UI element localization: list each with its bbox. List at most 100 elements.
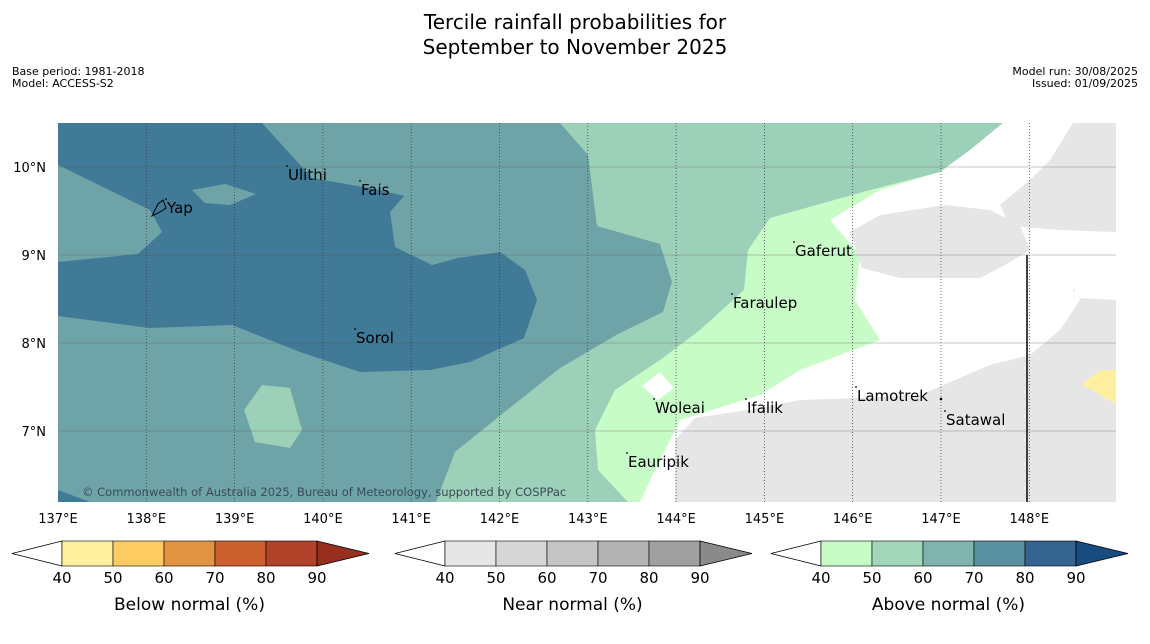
colorbar-max-extend <box>1075 540 1129 567</box>
field-clear-woleai <box>642 372 674 400</box>
y-tick-label: 9°N <box>22 249 47 264</box>
colorbar: 40 50 60 70 80 90 Near normal (%) <box>394 540 753 615</box>
title-line-2: September to November 2025 <box>422 35 728 59</box>
colorbar-segment <box>1024 540 1077 567</box>
place-label: Fais <box>361 181 390 199</box>
place-label: Eauripik <box>628 453 689 471</box>
x-tick-label: 141°E <box>391 512 431 527</box>
colorbar-segment <box>444 540 497 567</box>
yap-island-outline <box>150 199 167 218</box>
place-label: Gaferut <box>795 242 852 260</box>
colorbar-tick: 50 <box>862 569 881 587</box>
place-label: Woleai <box>655 399 705 417</box>
colorbar-title: Near normal (%) <box>502 595 642 615</box>
x-tick-label: 144°E <box>656 512 696 527</box>
island-dot <box>855 386 857 388</box>
meta-right: Model run: 30/08/2025 Issued: 01/09/2025 <box>1012 66 1138 90</box>
island-dot <box>745 398 747 400</box>
colorbar-tick: 40 <box>435 569 454 587</box>
colorbar-tick: 70 <box>964 569 983 587</box>
colorbar-max-extend <box>699 540 753 567</box>
colorbar-segment <box>597 540 650 567</box>
field-60-70-south <box>244 385 302 448</box>
colorbar: 40 50 60 70 80 90 Above normal (%) <box>770 540 1129 615</box>
place-label: Ifalik <box>747 399 783 417</box>
colorbar-tick: 80 <box>639 569 658 587</box>
field-80-90 <box>58 123 537 372</box>
probability-field <box>58 123 1116 502</box>
model-run: Model run: 30/08/2025 <box>1012 65 1138 78</box>
island-dot <box>731 293 733 295</box>
colorbar-segment <box>871 540 924 567</box>
field-below-40-50 <box>1082 370 1116 404</box>
colorbar-segment <box>495 540 548 567</box>
copyright-credit: © Commonwealth of Australia 2025, Bureau… <box>82 485 566 499</box>
place-label: Ulithi <box>288 166 327 184</box>
model-name: Model: ACCESS-S2 <box>12 77 114 90</box>
island-dot <box>165 198 167 200</box>
field-clear-east <box>1075 270 1116 300</box>
colorbar-tick: 80 <box>256 569 275 587</box>
place-label: Lamotrek <box>857 387 928 405</box>
place-label: Satawal <box>946 411 1005 429</box>
colorbar-title: Below normal (%) <box>114 595 265 615</box>
base-period: Base period: 1981-2018 <box>12 65 145 78</box>
island-dot <box>939 397 943 401</box>
colorbar-tick: 90 <box>690 569 709 587</box>
x-tick-label: 146°E <box>833 512 873 527</box>
grid <box>58 123 1116 502</box>
colorbar-min-extend <box>770 540 822 567</box>
colorbar-tick: 70 <box>205 569 224 587</box>
colorbar-segment <box>973 540 1026 567</box>
x-tick-label: 139°E <box>215 512 255 527</box>
field-60-70-island <box>192 184 256 205</box>
colorbar-segment <box>214 540 267 567</box>
colorbar-tick: 70 <box>588 569 607 587</box>
y-tick-label: 7°N <box>22 425 47 440</box>
colorbar-tick: 40 <box>811 569 830 587</box>
colorbar-min-extend <box>394 540 446 567</box>
x-tick-label: 142°E <box>480 512 520 527</box>
island-dot <box>793 241 795 243</box>
chart-title: Tercile rainfall probabilities for Septe… <box>0 10 1150 60</box>
island-dot <box>653 398 655 400</box>
x-axis-ticks: 137°E 138°E 139°E 140°E 141°E 142°E 143°E 144°E… <box>38 512 1049 527</box>
island-dot <box>354 328 356 330</box>
field-near-normal-east <box>850 205 1030 278</box>
colorbar-title: Above normal (%) <box>872 595 1025 615</box>
issued-date: Issued: 01/09/2025 <box>1031 77 1138 90</box>
field-near-normal <box>675 123 1116 502</box>
x-tick-label: 147°E <box>921 512 961 527</box>
colorbar-segment <box>546 540 599 567</box>
colorbar-segment <box>648 540 701 567</box>
field-80-90-south <box>58 490 90 502</box>
colorbar-segment <box>265 540 318 567</box>
colorbar-tick: 60 <box>537 569 556 587</box>
y-tick-label: 8°N <box>22 337 47 352</box>
island-dot <box>944 410 946 412</box>
title-line-1: Tercile rainfall probabilities for <box>423 10 727 34</box>
colorbar-segment <box>112 540 165 567</box>
island-dot <box>626 452 628 454</box>
colorbar-segment <box>61 540 114 567</box>
colorbar-max-extend <box>316 540 370 567</box>
colorbar-segment <box>820 540 873 567</box>
colorbar: 40 50 60 70 80 90 Below normal (%) <box>11 540 370 615</box>
y-tick-label: 10°N <box>13 161 46 176</box>
y-axis-ticks: 10°N 9°N 8°N 7°N <box>13 161 46 440</box>
x-tick-label: 138°E <box>127 512 167 527</box>
colorbar-tick: 90 <box>1066 569 1085 587</box>
colorbar-tick: 50 <box>103 569 122 587</box>
place-labels: Yap Ulithi Fais Gaferut Faraulep Sorol Lamotre… <box>165 165 1005 471</box>
x-tick-label: 145°E <box>745 512 785 527</box>
island-dot <box>359 180 361 182</box>
place-label: Sorol <box>356 329 394 347</box>
meta-left: Base period: 1981-2018 Model: ACCESS-S2 <box>12 66 144 90</box>
colorbar-segment <box>163 540 216 567</box>
island-dot <box>286 165 288 167</box>
x-tick-label: 140°E <box>303 512 343 527</box>
colorbar-segment <box>922 540 975 567</box>
x-tick-label: 143°E <box>568 512 608 527</box>
colorbar-tick: 80 <box>1015 569 1034 587</box>
